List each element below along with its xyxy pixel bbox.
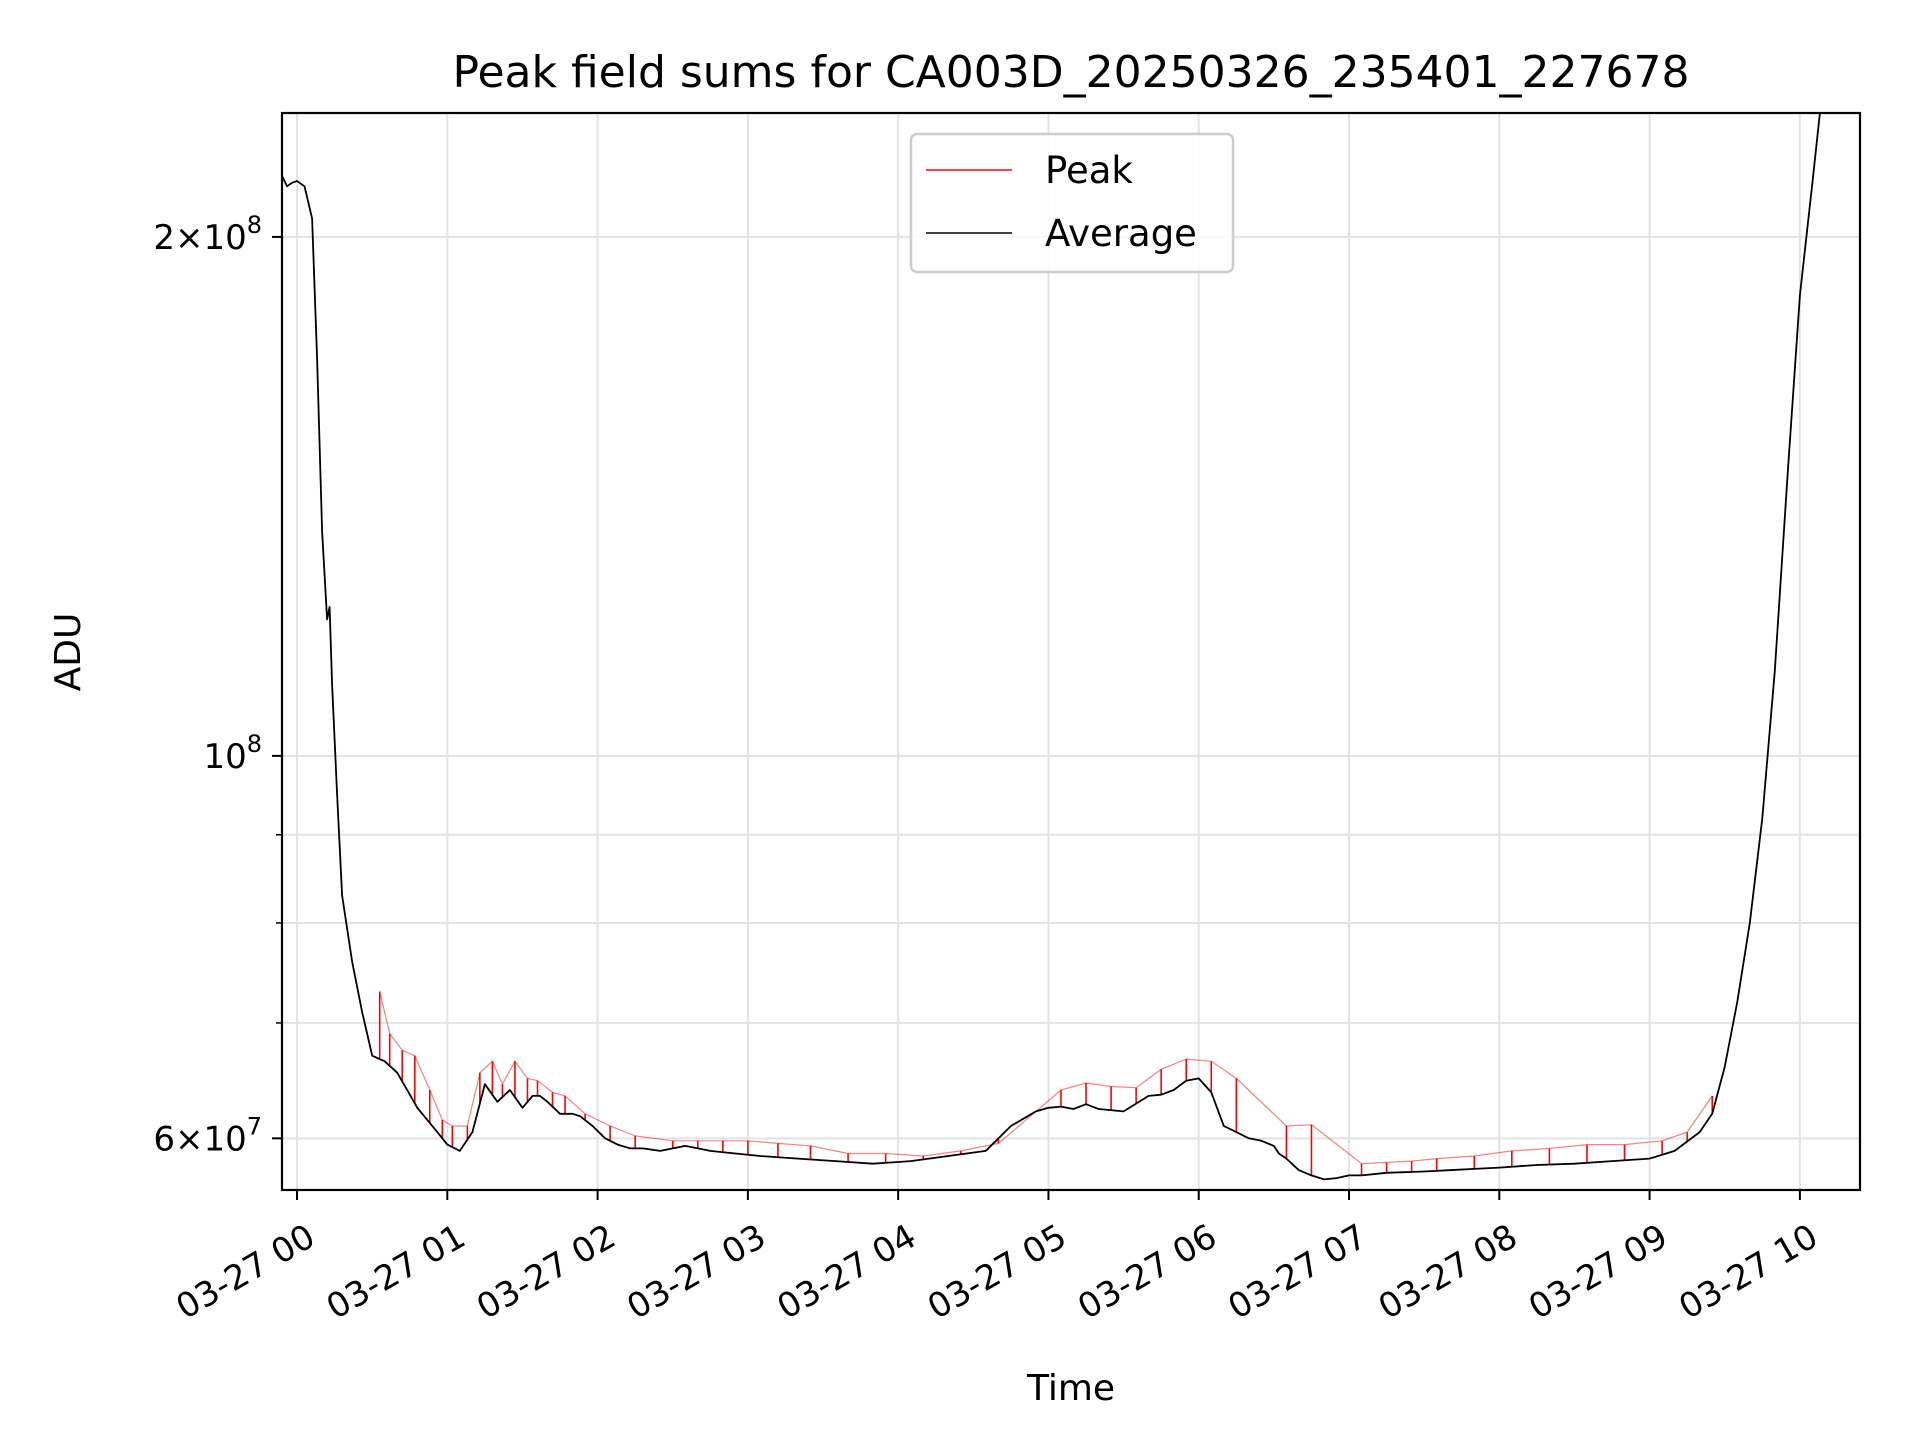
chart-title: Peak field sums for CA003D_20250326_2354… [452,47,1689,98]
plot-frame [280,111,1862,1192]
y-axis-label: ADU [48,613,89,692]
x-axis-label: Time [1026,1368,1115,1409]
series-clip-group [282,113,1830,1181]
series-line-average [282,113,1830,1181]
legend: Peak Average [909,132,1235,274]
y-axis: 6×107 108 2×108 [153,211,282,1159]
series-line-peak [379,991,1713,1165]
y-tick-label-2: 2×108 [153,211,262,258]
series-layer [282,113,1830,1181]
legend-label-peak: Peak [1045,149,1133,192]
legend-label-average: Average [1045,212,1197,255]
y-tick-label-1: 108 [203,730,262,777]
y-tick-label-0: 6×107 [153,1112,262,1159]
legend-box [909,132,1235,274]
